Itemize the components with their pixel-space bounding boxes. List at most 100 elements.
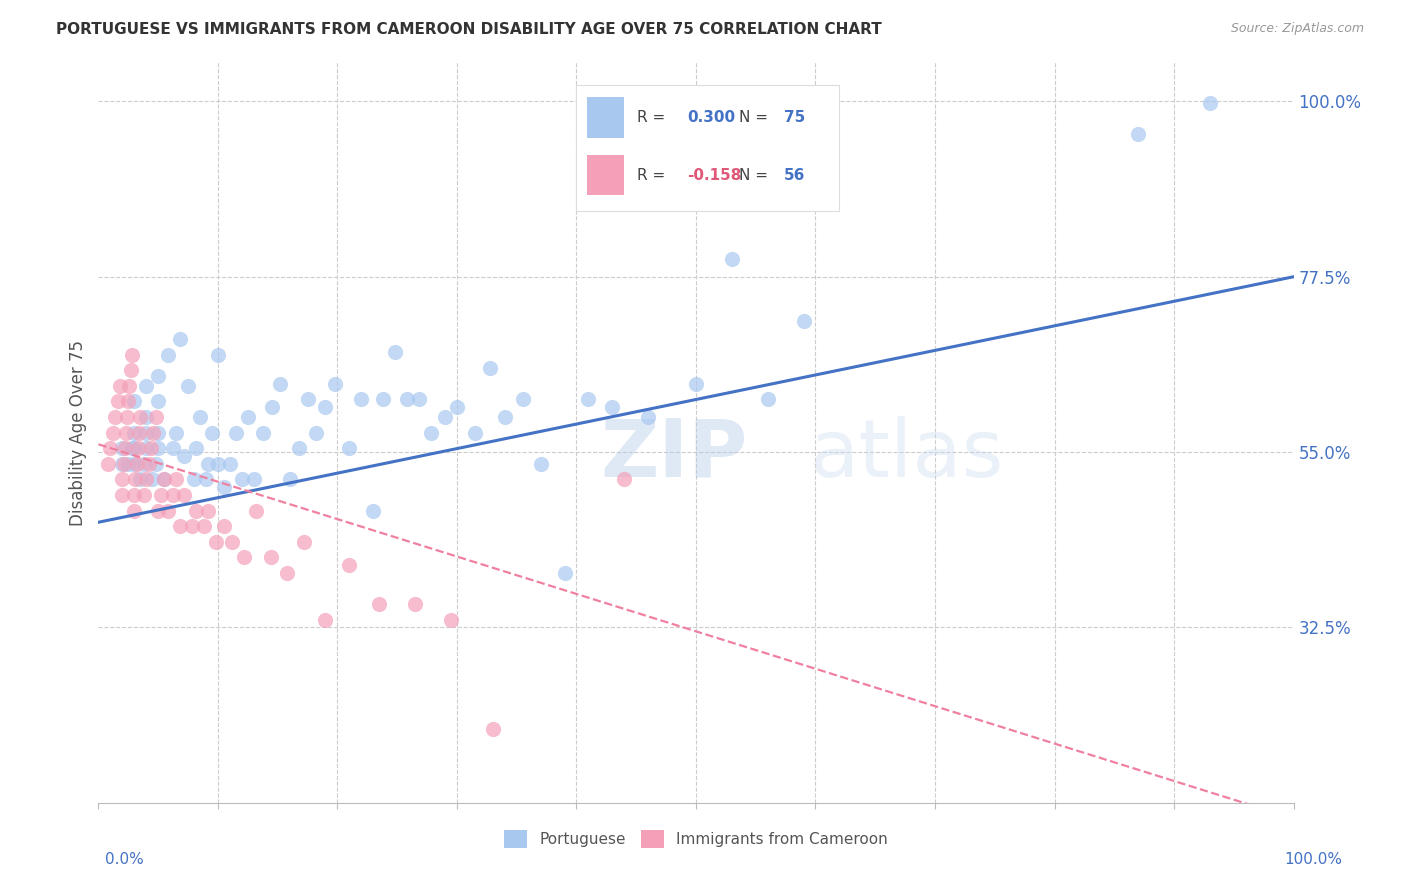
Point bbox=[148, 394, 170, 409]
Point bbox=[193, 519, 215, 533]
Point bbox=[177, 379, 200, 393]
Point bbox=[169, 332, 191, 346]
Point bbox=[98, 441, 122, 455]
Point bbox=[207, 348, 229, 362]
Point bbox=[117, 394, 139, 409]
Point bbox=[125, 457, 148, 471]
Point bbox=[183, 472, 205, 486]
Point bbox=[148, 441, 170, 455]
Point bbox=[259, 550, 281, 565]
Point bbox=[148, 503, 170, 517]
Point bbox=[197, 503, 219, 517]
Point bbox=[188, 410, 211, 425]
Point bbox=[464, 425, 486, 440]
Point bbox=[142, 425, 165, 440]
Point bbox=[115, 410, 138, 425]
Point bbox=[219, 457, 242, 471]
Point bbox=[108, 379, 131, 393]
Point bbox=[107, 394, 129, 409]
Point bbox=[292, 534, 315, 549]
Point bbox=[260, 400, 283, 414]
Point bbox=[269, 376, 291, 391]
Point bbox=[104, 410, 127, 425]
Point bbox=[135, 379, 157, 393]
Point bbox=[124, 457, 146, 471]
Point bbox=[124, 425, 146, 440]
Point bbox=[212, 480, 235, 494]
Point bbox=[156, 503, 179, 517]
Point bbox=[793, 314, 815, 328]
Point bbox=[212, 519, 235, 533]
Point bbox=[637, 410, 659, 425]
Point bbox=[305, 425, 328, 440]
Point bbox=[124, 472, 146, 486]
Point bbox=[162, 488, 184, 502]
Point bbox=[117, 457, 139, 471]
Point bbox=[169, 519, 191, 533]
Text: PORTUGUESE VS IMMIGRANTS FROM CAMEROON DISABILITY AGE OVER 75 CORRELATION CHART: PORTUGUESE VS IMMIGRANTS FROM CAMEROON D… bbox=[56, 22, 882, 37]
Point bbox=[613, 472, 636, 486]
Y-axis label: Disability Age Over 75: Disability Age Over 75 bbox=[69, 340, 87, 525]
Point bbox=[124, 488, 146, 502]
Text: Source: ZipAtlas.com: Source: ZipAtlas.com bbox=[1230, 22, 1364, 36]
Point bbox=[384, 345, 406, 359]
Point bbox=[288, 441, 311, 455]
Point bbox=[129, 472, 152, 486]
Point bbox=[243, 472, 266, 486]
Point bbox=[315, 613, 337, 627]
Point bbox=[186, 441, 208, 455]
Point bbox=[165, 425, 187, 440]
Point bbox=[115, 425, 138, 440]
Point bbox=[494, 410, 516, 425]
Text: atlas: atlas bbox=[810, 416, 1004, 494]
Point bbox=[111, 457, 134, 471]
Point bbox=[121, 441, 143, 455]
Point bbox=[112, 457, 135, 471]
Point bbox=[530, 457, 553, 471]
Point bbox=[173, 488, 195, 502]
Point bbox=[145, 457, 167, 471]
Point bbox=[173, 449, 195, 463]
Point bbox=[1128, 127, 1150, 141]
Point bbox=[368, 597, 391, 611]
Point bbox=[197, 457, 219, 471]
Point bbox=[207, 457, 229, 471]
Point bbox=[245, 503, 267, 517]
Point bbox=[339, 441, 361, 455]
Point bbox=[195, 472, 218, 486]
Point bbox=[111, 472, 134, 486]
Point bbox=[419, 425, 441, 440]
Point bbox=[141, 472, 163, 486]
Point bbox=[276, 566, 298, 580]
Point bbox=[446, 400, 468, 414]
Point bbox=[101, 425, 124, 440]
Point bbox=[128, 425, 150, 440]
Point bbox=[120, 363, 142, 377]
Point bbox=[602, 400, 624, 414]
Point bbox=[111, 441, 134, 455]
Point bbox=[124, 503, 146, 517]
Text: 100.0%: 100.0% bbox=[1285, 852, 1343, 867]
Point bbox=[297, 392, 319, 406]
Point bbox=[138, 457, 160, 471]
Point bbox=[165, 472, 187, 486]
Point bbox=[440, 613, 463, 627]
Point bbox=[1199, 95, 1222, 110]
Point bbox=[315, 400, 337, 414]
Point bbox=[721, 252, 744, 266]
Point bbox=[148, 368, 170, 383]
Point bbox=[132, 457, 155, 471]
Point bbox=[135, 441, 157, 455]
Point bbox=[323, 376, 346, 391]
Point bbox=[479, 360, 502, 375]
Point bbox=[135, 425, 157, 440]
Point bbox=[153, 472, 176, 486]
Point bbox=[404, 597, 426, 611]
Point bbox=[180, 519, 202, 533]
Point bbox=[135, 410, 157, 425]
Point bbox=[578, 392, 600, 406]
Point bbox=[225, 425, 247, 440]
Point bbox=[132, 488, 155, 502]
Point bbox=[129, 410, 152, 425]
Point bbox=[756, 392, 779, 406]
